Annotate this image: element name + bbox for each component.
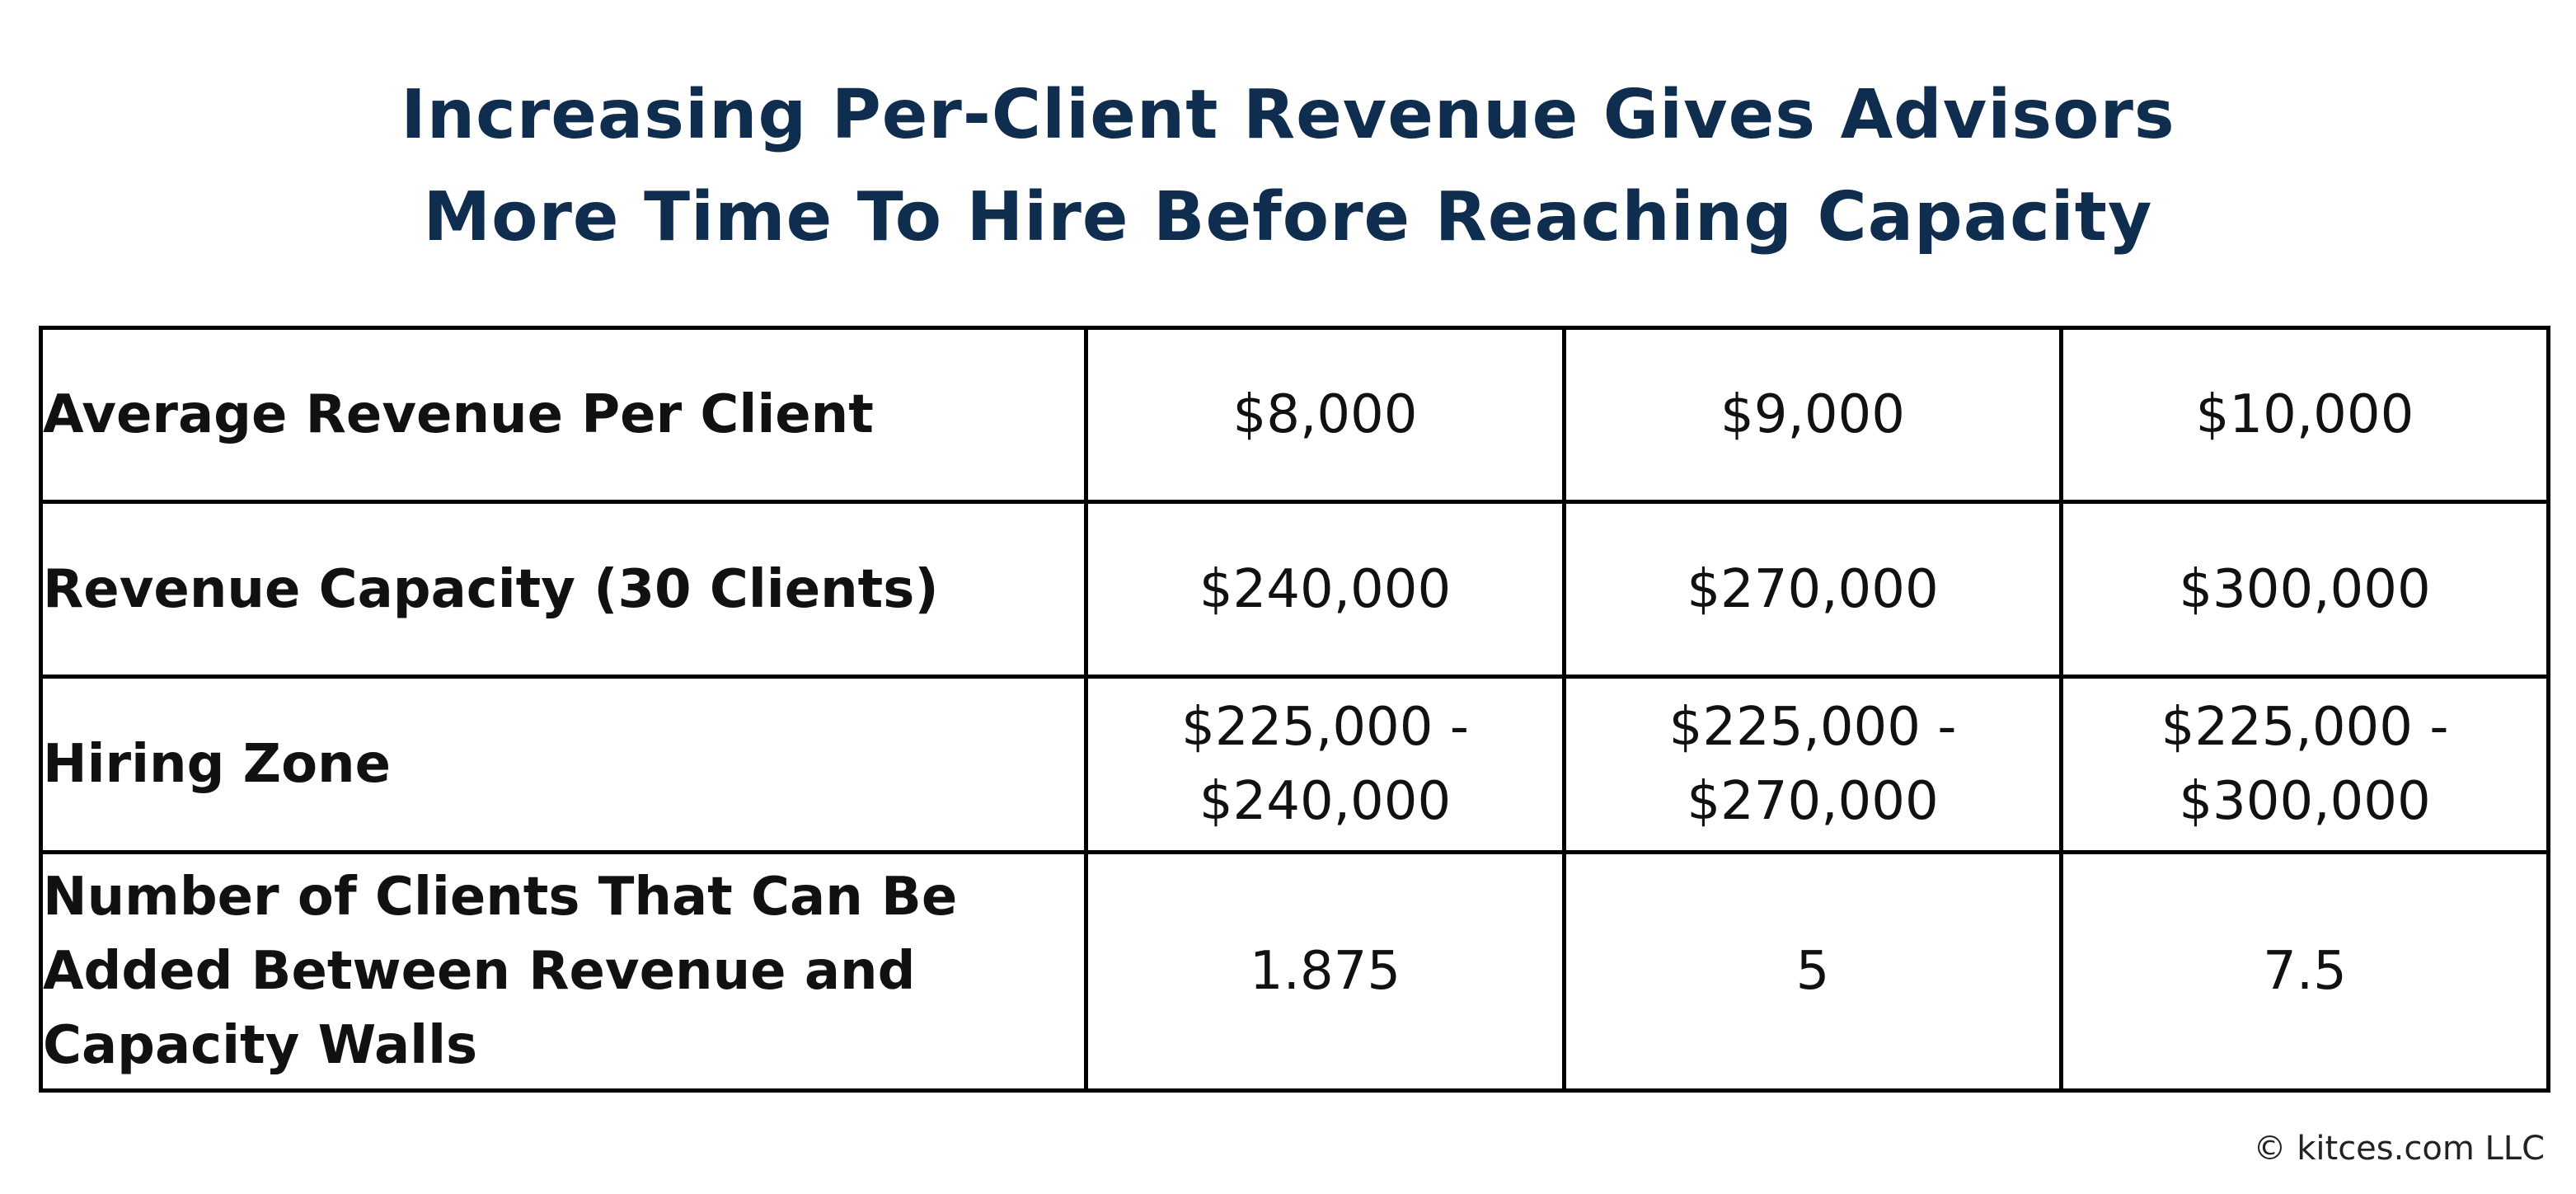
row-label-hiring-zone: Hiring Zone: [39, 675, 1088, 854]
table-cell: 7.5: [2059, 850, 2550, 1093]
label-line: Number of Clients That Can Be: [43, 867, 958, 928]
table-cell: $270,000: [1562, 500, 2063, 679]
revenue-capacity-table: Average Revenue Per Client $8,000 $9,000…: [39, 326, 2550, 1093]
range-end: $300,000: [2179, 771, 2431, 832]
table-cell: 5: [1562, 850, 2063, 1093]
range-end: $270,000: [1687, 771, 1939, 832]
range-start: $225,000 -: [2161, 697, 2449, 758]
table-cell: $225,000 - $300,000: [2059, 675, 2550, 854]
table-cell: $240,000: [1084, 500, 1566, 679]
table-row: Average Revenue Per Client $8,000 $9,000…: [39, 326, 2550, 504]
title-line-1: Increasing Per-Client Revenue Gives Advi…: [401, 76, 2175, 154]
range-start: $225,000 -: [1181, 697, 1469, 758]
copyright-notice: © kitces.com LLC: [2253, 1130, 2545, 1168]
table-cell: $9,000: [1562, 326, 2063, 504]
table-row: Number of Clients That Can Be Added Betw…: [39, 850, 2550, 1093]
table-cell: $300,000: [2059, 500, 2550, 679]
table-row: Hiring Zone $225,000 - $240,000 $225,000…: [39, 675, 2550, 854]
row-label-avg-revenue: Average Revenue Per Client: [39, 326, 1088, 504]
label-line: Added Between Revenue and: [43, 941, 916, 1002]
table-row: Revenue Capacity (30 Clients) $240,000 $…: [39, 500, 2550, 679]
table-cell: $8,000: [1084, 326, 1566, 504]
table-cell: $225,000 - $270,000: [1562, 675, 2063, 854]
row-label-clients-added: Number of Clients That Can Be Added Betw…: [39, 850, 1088, 1093]
title-line-2: More Time To Hire Before Reaching Capaci…: [423, 178, 2153, 256]
table-cell: 1.875: [1084, 850, 1566, 1093]
range-end: $240,000: [1199, 771, 1452, 832]
row-label-revenue-capacity: Revenue Capacity (30 Clients): [39, 500, 1088, 679]
label-line: Capacity Walls: [43, 1015, 478, 1076]
range-start: $225,000 -: [1668, 697, 1957, 758]
page-title: Increasing Per-Client Revenue Gives Advi…: [0, 64, 2576, 269]
table-cell: $225,000 - $240,000: [1084, 675, 1566, 854]
table-cell: $10,000: [2059, 326, 2550, 504]
